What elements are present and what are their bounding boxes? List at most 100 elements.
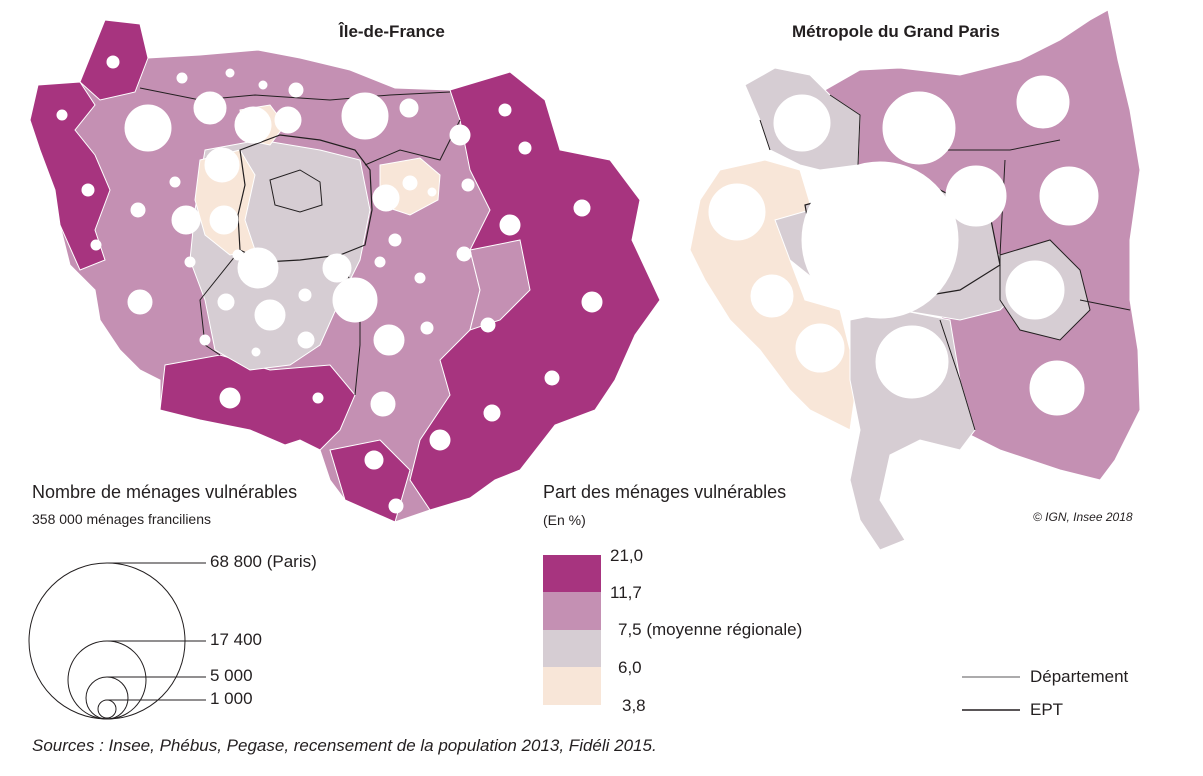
- idf-circle: [364, 450, 384, 470]
- color-legend-break: 11,7: [610, 583, 642, 602]
- idf-circle: [237, 247, 279, 289]
- line-legend-ept: EPT: [1030, 700, 1064, 719]
- idf-circle: [498, 103, 512, 117]
- idf-circle: [420, 321, 434, 335]
- idf-circle: [312, 392, 324, 404]
- idf-circle: [184, 256, 196, 268]
- mgp-map: [689, 9, 1141, 551]
- idf-circle: [388, 498, 404, 514]
- color-legend-box-medium: [543, 592, 601, 630]
- color-legend-unit: (En %): [543, 512, 586, 528]
- mgp-circle: [708, 183, 766, 241]
- copyright-text: © IGN, Insee 2018: [1033, 510, 1133, 524]
- map-title-idf: Île-de-France: [339, 22, 445, 41]
- idf-circle: [225, 68, 235, 78]
- idf-circle: [254, 299, 286, 331]
- mgp-circle: [773, 94, 831, 152]
- color-legend-box-pale: [543, 667, 601, 705]
- size-legend-graphic: [28, 562, 206, 720]
- line-legend-departement: Département: [1030, 667, 1129, 686]
- idf-paris: [269, 169, 323, 213]
- idf-circle: [124, 104, 172, 152]
- idf-circle: [332, 277, 378, 323]
- idf-region-east-inner: [469, 239, 531, 331]
- idf-circle: [414, 272, 426, 284]
- idf-region-south: [159, 354, 356, 451]
- idf-circle: [297, 331, 315, 349]
- idf-circle: [81, 183, 95, 197]
- idf-circle: [402, 175, 418, 191]
- color-legend-title: Part des ménages vulnérables: [543, 482, 787, 502]
- size-legend-circle-1000: [97, 699, 117, 719]
- idf-circle: [258, 80, 268, 90]
- color-legend-break: 7,5 (moyenne régionale): [618, 620, 803, 639]
- idf-circles: [56, 55, 603, 514]
- idf-circle: [427, 187, 437, 197]
- idf-circle: [374, 256, 386, 268]
- idf-circle: [499, 214, 521, 236]
- mgp-circle: [1016, 75, 1070, 129]
- idf-circle: [209, 205, 239, 235]
- mgp-circle: [1005, 260, 1065, 320]
- idf-circle: [372, 184, 400, 212]
- color-legend-break: 6,0: [618, 658, 642, 677]
- idf-circle: [251, 347, 261, 357]
- mgp-circle: [882, 91, 956, 165]
- size-legend-subtitle: 358 000 ménages franciliens: [32, 511, 212, 527]
- mgp-circle: [875, 325, 949, 399]
- size-legend-circle-17400: [67, 640, 147, 720]
- idf-circle: [370, 391, 396, 417]
- idf-circle: [480, 317, 496, 333]
- idf-circle: [399, 98, 419, 118]
- idf-map: [29, 19, 661, 523]
- idf-circle: [106, 55, 120, 69]
- idf-circle: [90, 239, 102, 251]
- size-legend-label: 68 800 (Paris): [210, 552, 317, 571]
- idf-circle: [169, 176, 181, 188]
- idf-circle: [234, 106, 272, 144]
- idf-circle: [204, 147, 240, 183]
- size-legend-title: Nombre de ménages vulnérables: [32, 482, 298, 502]
- color-legend-break: 21,0: [610, 546, 644, 565]
- mgp-circle: [801, 161, 959, 319]
- idf-circle: [461, 178, 475, 192]
- idf-circle: [544, 370, 560, 386]
- idf-circle: [573, 199, 591, 217]
- line-legend-graphic: [962, 676, 1020, 711]
- mgp-circle: [750, 274, 794, 318]
- idf-circle: [298, 288, 312, 302]
- mgp-circle: [795, 323, 845, 373]
- color-legend-box-light: [543, 630, 601, 667]
- idf-circle: [176, 72, 188, 84]
- idf-circle: [429, 429, 451, 451]
- idf-circle: [483, 404, 501, 422]
- size-legend-label: 5 000: [210, 666, 253, 685]
- idf-circle: [274, 106, 302, 134]
- mgp-circle: [945, 165, 1007, 227]
- idf-circle: [373, 324, 405, 356]
- size-legend-label: 1 000: [210, 689, 253, 708]
- idf-circle: [456, 246, 472, 262]
- idf-circle: [518, 141, 532, 155]
- idf-circle: [199, 334, 211, 346]
- mgp-circle: [1039, 166, 1099, 226]
- sources-note: Sources : Insee, Phébus, Pegase, recense…: [32, 736, 657, 755]
- idf-circle: [127, 289, 153, 315]
- idf-circle: [288, 82, 304, 98]
- color-legend-break: 3,8: [622, 696, 646, 715]
- idf-circle: [388, 233, 402, 247]
- idf-circle: [193, 91, 227, 125]
- map-title-mgp: Métropole du Grand Paris: [792, 22, 1000, 41]
- size-legend-circle-5000: [85, 676, 129, 720]
- idf-circle: [130, 202, 146, 218]
- mgp-circles: [708, 75, 1099, 416]
- idf-departement-lines: [139, 87, 461, 396]
- idf-circle: [56, 109, 68, 121]
- idf-circle: [581, 291, 603, 313]
- idf-circle: [171, 205, 201, 235]
- idf-circle: [341, 92, 389, 140]
- idf-circle: [449, 124, 471, 146]
- color-legend-boxes: [543, 555, 601, 705]
- idf-circle: [219, 387, 241, 409]
